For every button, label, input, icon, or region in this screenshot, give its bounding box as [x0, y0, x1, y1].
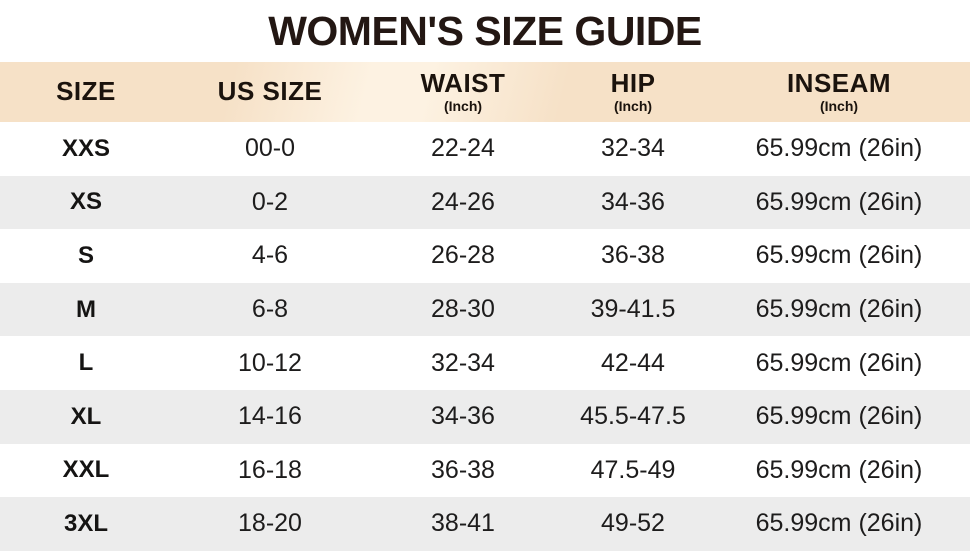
cell-inseam: 65.99cm (26in) — [755, 455, 923, 484]
column-header-label: HIP — [610, 68, 656, 98]
column-header-label: WAIST — [420, 68, 506, 98]
column-header-inseam: INSEAM (Inch) — [708, 68, 970, 115]
column-header-us-size: US SIZE — [172, 76, 368, 107]
table-header-row: SIZE US SIZE WAIST (Inch) HIP (Inch) INS… — [0, 62, 970, 122]
table-row-xl: XL 14-16 34-36 45.5-47.5 65.99cm (26in) — [0, 389, 970, 444]
cell-size: XL — [70, 402, 102, 430]
cell-inseam: 65.99cm (26in) — [755, 134, 923, 163]
column-header-unit: (Inch) — [613, 98, 653, 115]
cell-hip: 32-34 — [601, 134, 665, 163]
cell-size: XS — [69, 188, 102, 216]
cell-inseam: 65.99cm (26in) — [755, 509, 923, 538]
cell-waist: 32-34 — [431, 348, 495, 377]
cell-size: XXL — [62, 456, 110, 484]
column-header-label: US SIZE — [217, 76, 323, 107]
cell-waist: 36-38 — [431, 455, 495, 484]
cell-inseam: 65.99cm (26in) — [755, 241, 923, 270]
cell-waist: 22-24 — [431, 134, 495, 163]
table-row-m: M 6-8 28-30 39-41.5 65.99cm (26in) — [0, 282, 970, 337]
cell-size: M — [76, 295, 96, 323]
column-header-unit: (Inch) — [819, 98, 859, 115]
page-title: WOMEN'S SIZE GUIDE — [268, 7, 702, 54]
cell-size: XXS — [61, 134, 111, 162]
column-header-hip: HIP (Inch) — [558, 68, 708, 115]
title-bar: WOMEN'S SIZE GUIDE — [0, 0, 970, 62]
table-row-xxs: XXS 00-0 22-24 32-34 65.99cm (26in) — [0, 122, 970, 176]
cell-us-size: 6-8 — [251, 295, 289, 324]
cell-us-size: 18-20 — [238, 509, 302, 538]
cell-hip: 47.5-49 — [590, 455, 676, 484]
cell-waist: 26-28 — [431, 241, 495, 270]
column-header-label: SIZE — [56, 76, 116, 107]
cell-size: 3XL — [63, 509, 108, 537]
cell-hip: 49-52 — [601, 509, 665, 538]
column-header-label: INSEAM — [786, 68, 892, 98]
cell-inseam: 65.99cm (26in) — [755, 187, 923, 216]
cell-inseam: 65.99cm (26in) — [755, 295, 923, 324]
cell-waist: 24-26 — [431, 187, 495, 216]
cell-hip: 45.5-47.5 — [580, 402, 686, 431]
cell-inseam: 65.99cm (26in) — [755, 348, 923, 377]
cell-hip: 36-38 — [601, 241, 665, 270]
cell-waist: 28-30 — [431, 295, 495, 324]
table-row-xxl: XXL 16-18 36-38 47.5-49 65.99cm (26in) — [0, 443, 970, 498]
table-row-3xl: 3XL 18-20 38-41 49-52 65.99cm (26in) — [0, 497, 970, 551]
cell-us-size: 10-12 — [238, 348, 302, 377]
cell-us-size: 16-18 — [238, 455, 302, 484]
cell-inseam: 65.99cm (26in) — [755, 402, 923, 431]
cell-us-size: 14-16 — [238, 402, 302, 431]
cell-hip: 42-44 — [601, 348, 665, 377]
table-row-xs: XS 0-2 24-26 34-36 65.99cm (26in) — [0, 175, 970, 230]
column-header-waist: WAIST (Inch) — [368, 68, 558, 115]
cell-size: L — [78, 349, 94, 377]
cell-waist: 38-41 — [431, 509, 495, 538]
table-row-l: L 10-12 32-34 42-44 65.99cm (26in) — [0, 336, 970, 390]
cell-us-size: 00-0 — [244, 134, 296, 163]
column-header-size: SIZE — [0, 76, 172, 107]
table-row-s: S 4-6 26-28 36-38 65.99cm (26in) — [0, 229, 970, 283]
column-header-unit: (Inch) — [443, 98, 483, 115]
cell-hip: 39-41.5 — [590, 295, 676, 324]
cell-us-size: 0-2 — [251, 187, 289, 216]
cell-us-size: 4-6 — [251, 241, 289, 270]
cell-size: S — [77, 241, 94, 269]
cell-waist: 34-36 — [431, 402, 495, 431]
cell-hip: 34-36 — [601, 187, 665, 216]
